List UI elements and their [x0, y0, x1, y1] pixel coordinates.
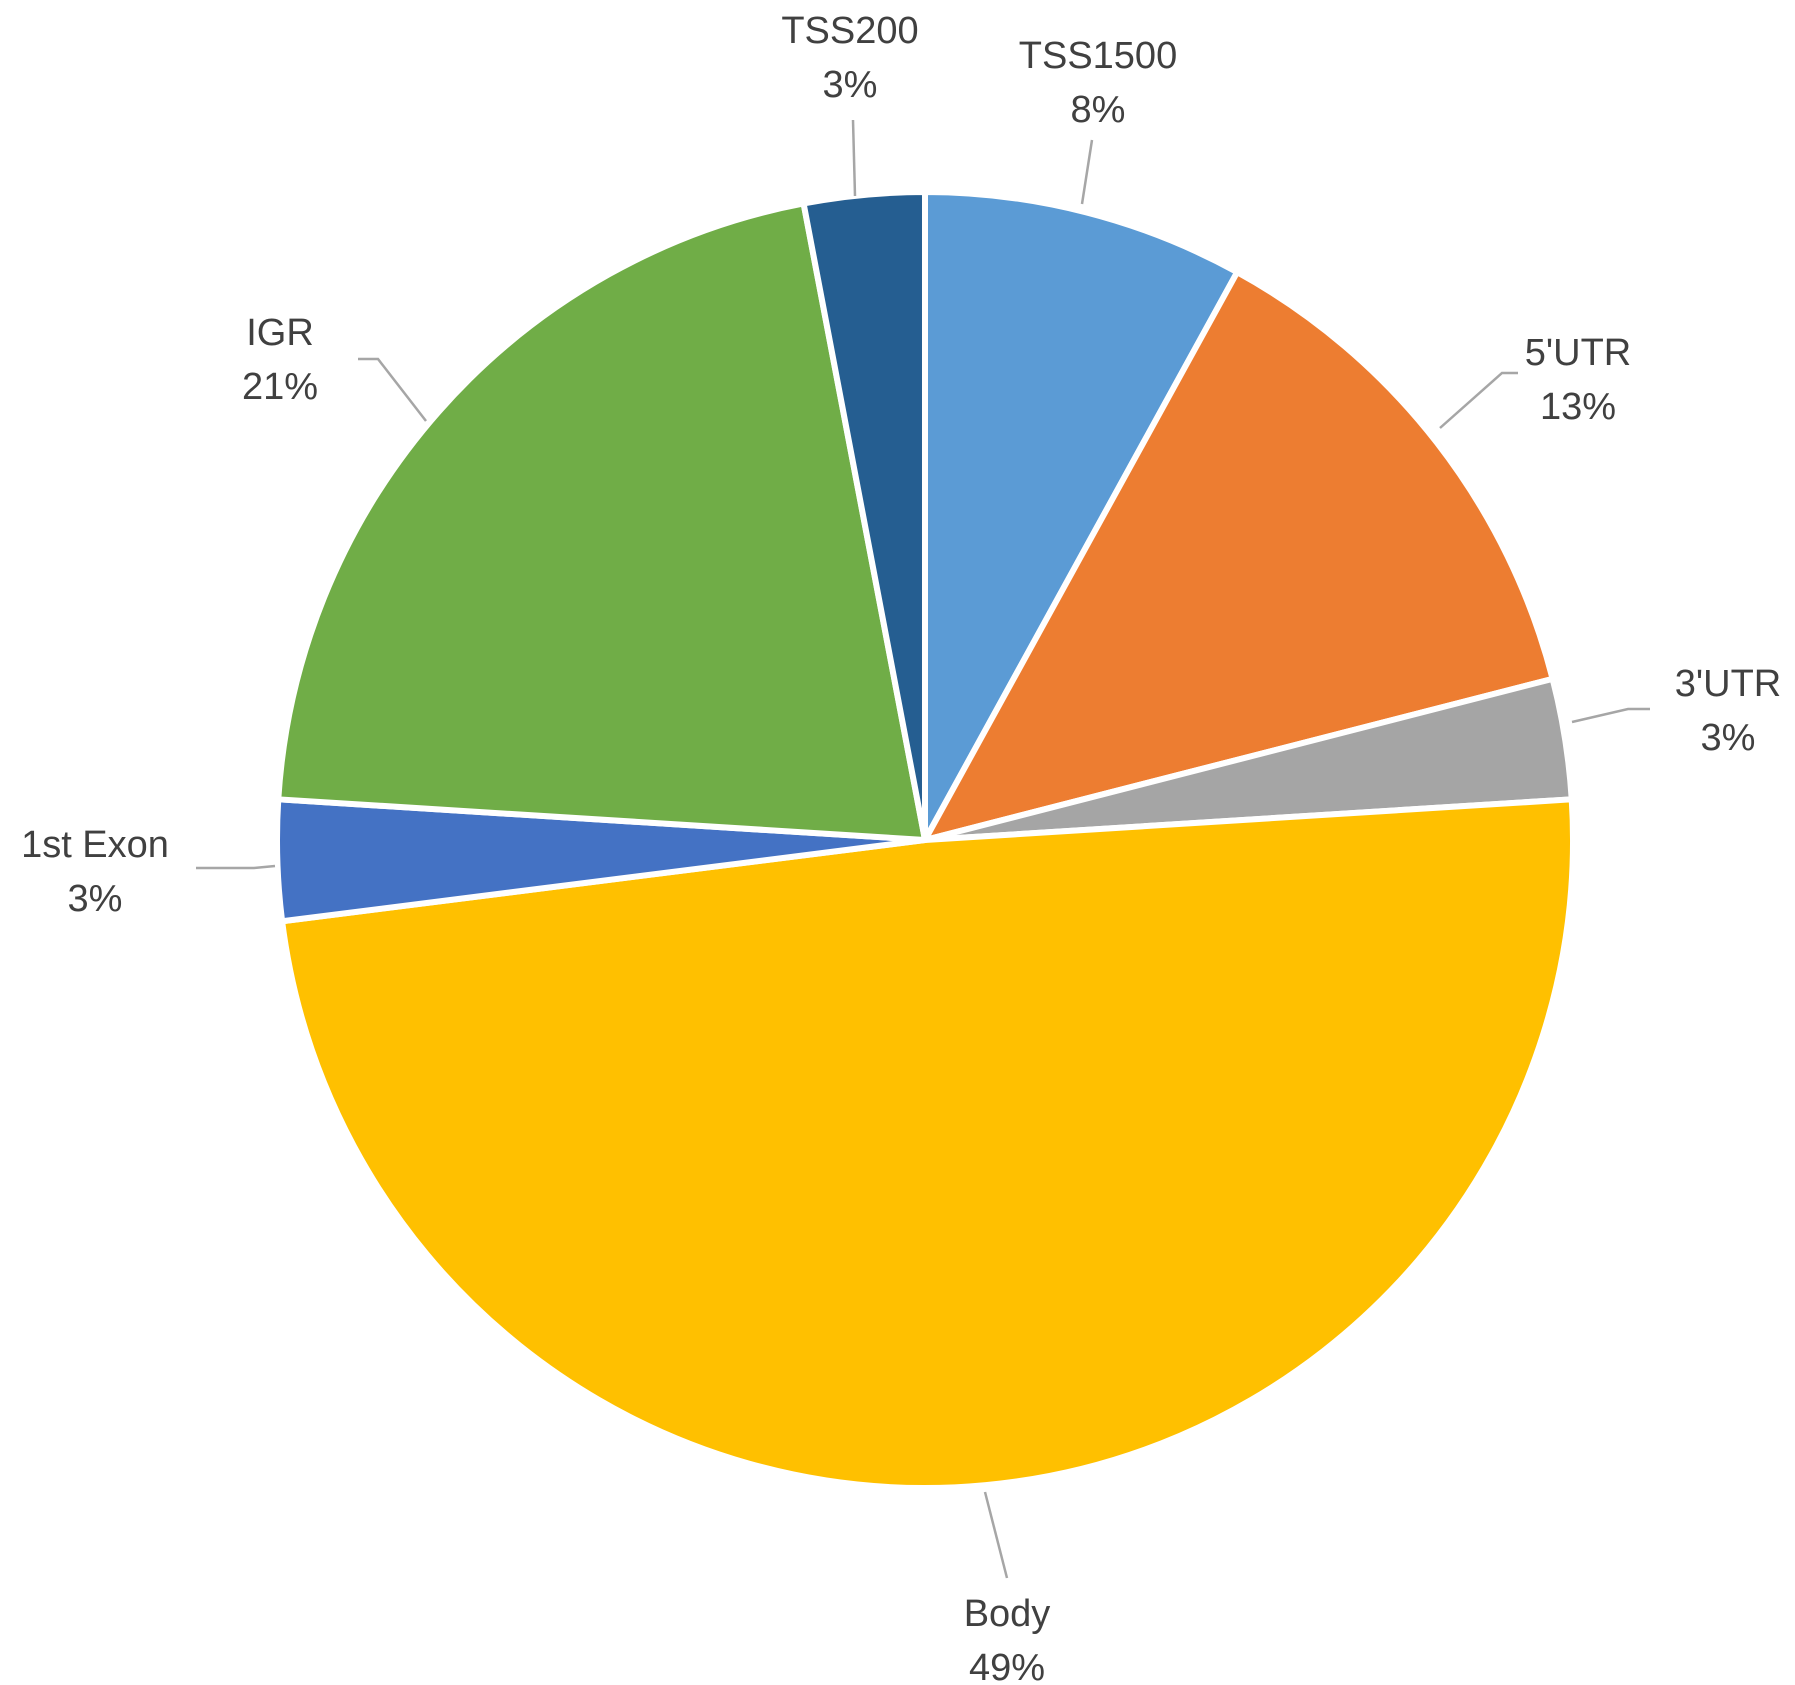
leader-line-body [983, 1491, 1009, 1579]
slice-percent-3-utr: 3% [1701, 717, 1756, 759]
leader-line-3-utr [1571, 707, 1650, 724]
pie-slice-5-utr [922, 269, 1556, 843]
slice-label-igr: IGR [246, 312, 314, 354]
pie-slice-tss1500 [922, 189, 1241, 843]
slice-label-1st-exon: 1st Exon [21, 824, 169, 866]
leader-line-igr [358, 357, 427, 422]
slice-label-5-utr: 5'UTR [1525, 332, 1632, 374]
slice-percent-body: 49% [969, 1647, 1045, 1685]
slice-percent-tss200: 3% [823, 64, 878, 106]
leader-line-tss1500 [1080, 139, 1094, 205]
pie-slice-tss200 [800, 189, 928, 843]
slice-label-tss200: TSS200 [781, 10, 918, 52]
slice-percent-5-utr: 13% [1540, 386, 1616, 428]
slice-label-tss1500: TSS1500 [1019, 35, 1177, 77]
leader-lines [196, 119, 1650, 1579]
leader-line-tss200 [851, 119, 857, 197]
pie-slice-body [279, 796, 1576, 1491]
slice-label-body: Body [964, 1593, 1051, 1635]
slice-labels: TSS1500 8% 5'UTR 13% 3'UTR 3% Body 49% 1st Exon 3… [21, 10, 1781, 1685]
pie-slice-igr [275, 200, 928, 843]
leader-line-1st-exon [196, 864, 276, 870]
leader-line-5-utr [1439, 371, 1518, 429]
slice-percent-tss1500: 8% [1071, 89, 1126, 131]
slice-percent-1st-exon: 3% [68, 878, 123, 920]
slice-label-3-utr: 3'UTR [1675, 663, 1782, 705]
slice-percent-igr: 21% [242, 366, 318, 408]
pie-slices [274, 189, 1576, 1491]
